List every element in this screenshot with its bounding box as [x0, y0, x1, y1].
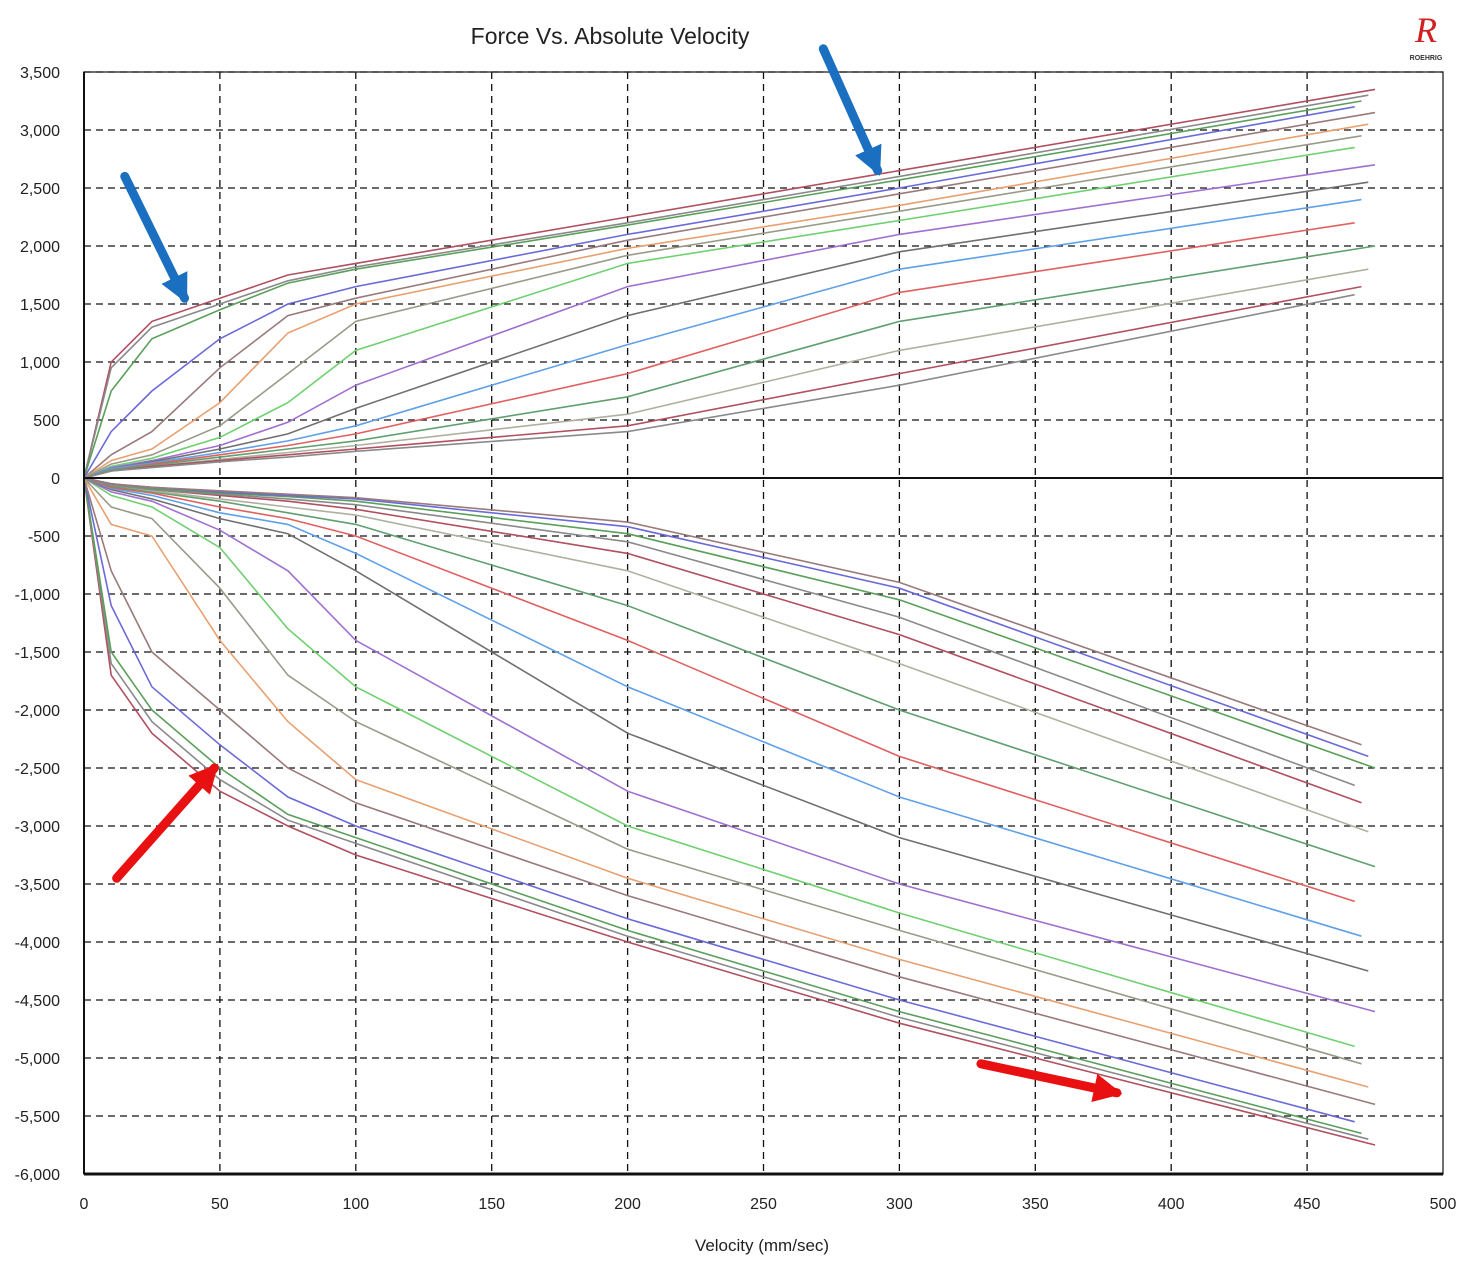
y-tick-label: -1,500 — [15, 645, 60, 662]
compression-series-5 — [83, 111, 1376, 479]
y-tick-label: -1,000 — [15, 587, 60, 604]
compression-series-7 — [83, 135, 1362, 479]
x-tick-labels: 0 50 100 150 200 250 300 350 400 450 500 — [80, 1196, 1457, 1213]
compression-series-16 — [83, 293, 1355, 479]
annotation-arrow — [818, 44, 883, 176]
x-tick-label: 300 — [886, 1196, 913, 1213]
compression-series-9 — [83, 164, 1376, 479]
y-tick-label: -2,500 — [15, 761, 60, 778]
y-tick-label: 3,000 — [20, 123, 60, 140]
y-tick-label: 2,500 — [20, 181, 60, 198]
y-tick-label: 0 — [51, 471, 60, 488]
y-tick-label: -4,500 — [15, 993, 60, 1010]
y-tick-label: 1,500 — [20, 297, 60, 314]
chart-title: Force Vs. Absolute Velocity — [471, 23, 750, 49]
x-tick-label: 450 — [1294, 1196, 1321, 1213]
compression-series-3 — [83, 100, 1362, 479]
annotation-arrow — [112, 763, 219, 883]
annotation-arrow — [120, 171, 190, 304]
rebound-series-19 — [83, 477, 1362, 746]
compression-series-1 — [83, 88, 1376, 479]
x-tick-label: 250 — [750, 1196, 777, 1213]
compression-series-8 — [83, 146, 1355, 479]
y-tick-labels: 3,500 3,000 2,500 2,000 1,500 1,000 500 0 -500 -1… — [15, 65, 60, 1184]
compression-series-6 — [83, 123, 1369, 479]
rebound-series-6 — [83, 477, 1369, 1088]
logo-r-glyph: R — [1414, 10, 1437, 50]
rebound-series-7 — [83, 477, 1362, 1065]
y-tick-label: 3,500 — [20, 65, 60, 82]
x-axis-label: Velocity (mm/sec) — [695, 1236, 829, 1255]
y-tick-label: 500 — [33, 413, 60, 430]
roehrig-logo: R ROEHRIG — [1410, 10, 1443, 62]
y-tick-label: -4,000 — [15, 935, 60, 952]
y-tick-label: -6,000 — [15, 1167, 60, 1184]
logo-text: ROEHRIG — [1410, 55, 1443, 62]
y-tick-label: -3,000 — [15, 819, 60, 836]
compression-series-4 — [83, 106, 1355, 479]
rebound-series-3 — [83, 477, 1362, 1135]
x-tick-label: 0 — [80, 1196, 89, 1213]
y-tick-label: 2,000 — [20, 239, 60, 256]
series-group — [83, 88, 1376, 1146]
y-tick-label: -5,000 — [15, 1051, 60, 1068]
rebound-series-2 — [83, 477, 1369, 1140]
rebound-series-13 — [83, 477, 1376, 868]
rebound-series-11 — [83, 477, 1362, 937]
rebound-series-4 — [83, 477, 1355, 1123]
annotation-arrows — [112, 44, 1123, 1103]
rebound-series-5 — [83, 477, 1376, 1106]
compression-series-2 — [83, 94, 1369, 479]
x-tick-label: 350 — [1022, 1196, 1049, 1213]
rebound-series-10 — [83, 477, 1369, 972]
rebound-series-1 — [83, 477, 1376, 1146]
compression-series-13 — [83, 245, 1376, 479]
y-tick-label: -500 — [28, 529, 60, 546]
x-tick-label: 50 — [211, 1196, 229, 1213]
y-tick-label: -3,500 — [15, 877, 60, 894]
rebound-series-12 — [83, 477, 1355, 903]
rebound-series-8 — [83, 477, 1355, 1048]
y-tick-label: 1,000 — [20, 355, 60, 372]
y-tick-label: -5,500 — [15, 1109, 60, 1126]
axes — [83, 71, 1444, 1176]
x-tick-label: 100 — [342, 1196, 369, 1213]
x-tick-label: 500 — [1430, 1196, 1457, 1213]
x-tick-label: 150 — [478, 1196, 505, 1213]
rebound-series-9 — [83, 477, 1376, 1013]
y-tick-label: -2,000 — [15, 703, 60, 720]
x-tick-label: 400 — [1158, 1196, 1185, 1213]
compression-series-11 — [83, 198, 1362, 479]
annotation-arrow — [976, 1059, 1123, 1103]
rebound-series-16 — [83, 477, 1355, 787]
x-tick-label: 200 — [614, 1196, 641, 1213]
